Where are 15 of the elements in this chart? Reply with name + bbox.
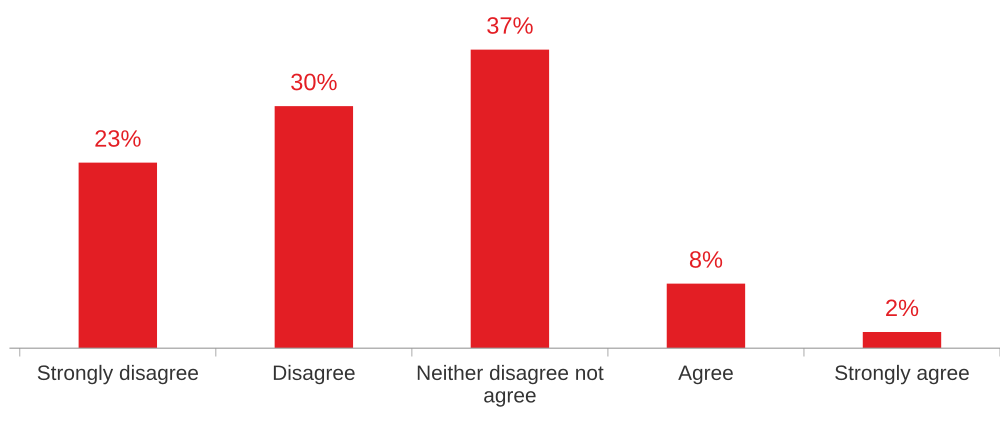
x-tick-label: Neither disagree not agree (418, 364, 604, 407)
bar (274, 106, 354, 348)
bar (470, 50, 550, 348)
data-label: 8% (690, 251, 722, 268)
data-label: 2% (886, 300, 918, 316)
x-tick-label: Strongly disagree (38, 364, 198, 384)
x-tick-label: Disagree (274, 364, 355, 384)
x-tick-label: Agree (678, 366, 733, 384)
data-label: 30% (291, 74, 337, 90)
data-label: 23% (95, 130, 141, 147)
x-tick-label: Strongly agree (835, 364, 969, 384)
data-label: 37% (487, 17, 533, 34)
bar (666, 284, 746, 348)
bar (78, 162, 158, 348)
bar (862, 332, 942, 348)
